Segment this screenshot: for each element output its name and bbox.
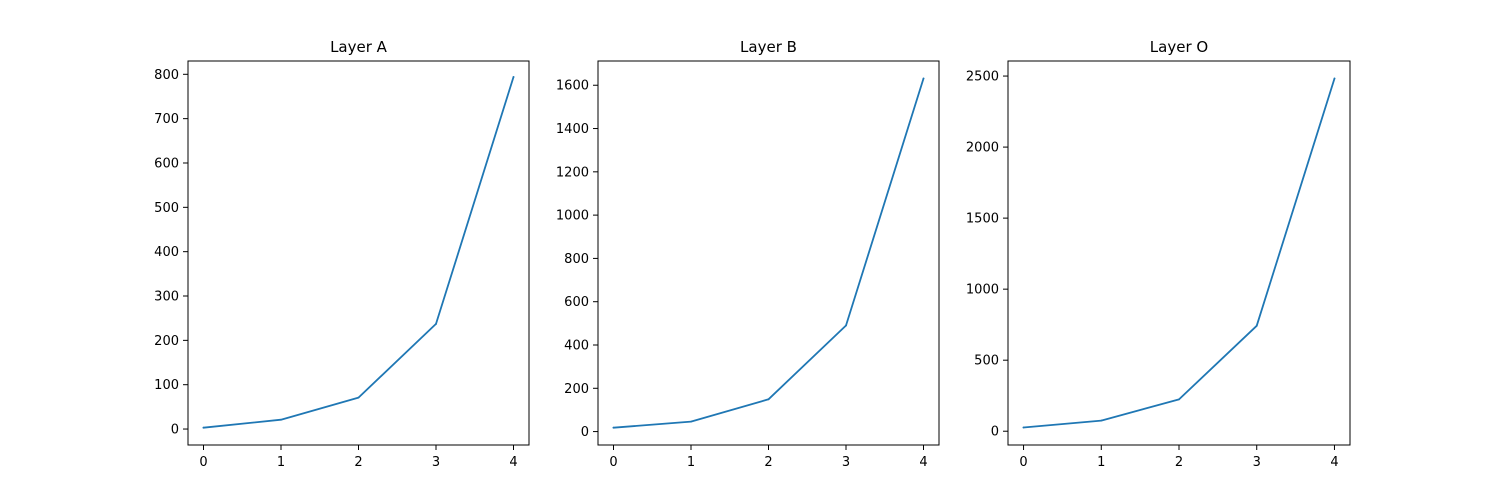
x-tick-label: 1 bbox=[1097, 455, 1105, 470]
x-tick-label: 0 bbox=[1019, 455, 1027, 470]
y-tick-label: 1000 bbox=[556, 209, 589, 224]
x-tick-label: 3 bbox=[842, 455, 850, 470]
data-point bbox=[922, 77, 925, 80]
y-tick-label: 800 bbox=[154, 68, 179, 83]
data-point bbox=[612, 426, 615, 429]
data-point bbox=[1333, 77, 1336, 80]
data-point bbox=[1022, 426, 1025, 429]
data-point bbox=[1100, 419, 1103, 422]
data-point bbox=[1178, 398, 1180, 401]
y-tick-label: 600 bbox=[154, 156, 179, 171]
y-tick-label: 400 bbox=[154, 245, 179, 260]
y-tick-label: 200 bbox=[154, 334, 179, 349]
x-tick-label: 3 bbox=[1253, 455, 1261, 470]
y-tick-label: 1500 bbox=[966, 212, 999, 227]
data-point bbox=[512, 76, 515, 78]
chart-title: Layer B bbox=[740, 38, 797, 56]
data-point bbox=[767, 398, 770, 401]
x-tick-label: 2 bbox=[354, 455, 362, 470]
chart-title: Layer O bbox=[1150, 38, 1208, 56]
series-line bbox=[612, 77, 925, 429]
chart-panel: Layer O 0 1 2 3 4 0 500 1000 1500 2000 2500 bbox=[966, 38, 1351, 470]
y-tick-label: 1400 bbox=[556, 122, 589, 137]
data-point bbox=[435, 323, 437, 325]
chart-panel: Layer B 0 1 2 3 4 0 200 400 600 800 1000 1200 1400 160… bbox=[556, 38, 940, 470]
y-tick-label: 0 bbox=[991, 425, 999, 440]
chart-title: Layer A bbox=[330, 38, 388, 56]
plot-frame bbox=[1007, 60, 1351, 446]
y-tick-label: 1000 bbox=[966, 283, 999, 298]
x-tick-label: 1 bbox=[687, 455, 695, 470]
y-tick-label: 0 bbox=[171, 423, 179, 438]
y-tick-label: 400 bbox=[564, 338, 589, 353]
series-line bbox=[1022, 77, 1336, 429]
y-tick-label: 500 bbox=[154, 201, 179, 216]
y-tick-label: 2000 bbox=[966, 141, 999, 156]
y-tick-label: 2500 bbox=[966, 70, 999, 85]
x-tick-label: 1 bbox=[277, 455, 285, 470]
x-tick-label: 2 bbox=[764, 455, 772, 470]
data-point bbox=[357, 396, 360, 399]
y-tick-label: 700 bbox=[154, 112, 179, 127]
x-tick-label: 0 bbox=[199, 455, 207, 470]
x-tick-label: 0 bbox=[609, 455, 617, 470]
data-point bbox=[1255, 324, 1258, 327]
plot-frame bbox=[187, 60, 530, 446]
x-tick-label: 2 bbox=[1175, 455, 1183, 470]
series-line bbox=[202, 76, 515, 429]
y-tick-label: 200 bbox=[564, 382, 589, 397]
y-tick-label: 800 bbox=[564, 252, 589, 267]
y-tick-label: 0 bbox=[581, 425, 589, 440]
data-point bbox=[845, 324, 847, 327]
plot-frame bbox=[597, 60, 940, 446]
x-tick-label: 4 bbox=[509, 455, 517, 470]
y-tick-label: 1600 bbox=[556, 79, 589, 94]
x-tick-label: 4 bbox=[1330, 455, 1338, 470]
y-tick-label: 600 bbox=[564, 295, 589, 310]
data-point bbox=[280, 418, 282, 421]
chart-panel: Layer A 0 1 2 3 4 0 100 200 300 400 500 600 700 800 bbox=[154, 38, 530, 470]
data-point bbox=[690, 420, 692, 423]
data-point bbox=[202, 426, 205, 429]
y-tick-label: 1200 bbox=[556, 165, 589, 180]
y-tick-label: 100 bbox=[154, 378, 179, 393]
y-tick-label: 500 bbox=[974, 354, 999, 369]
x-tick-label: 4 bbox=[919, 455, 927, 470]
y-tick-label: 300 bbox=[154, 290, 179, 305]
x-tick-label: 3 bbox=[432, 455, 440, 470]
